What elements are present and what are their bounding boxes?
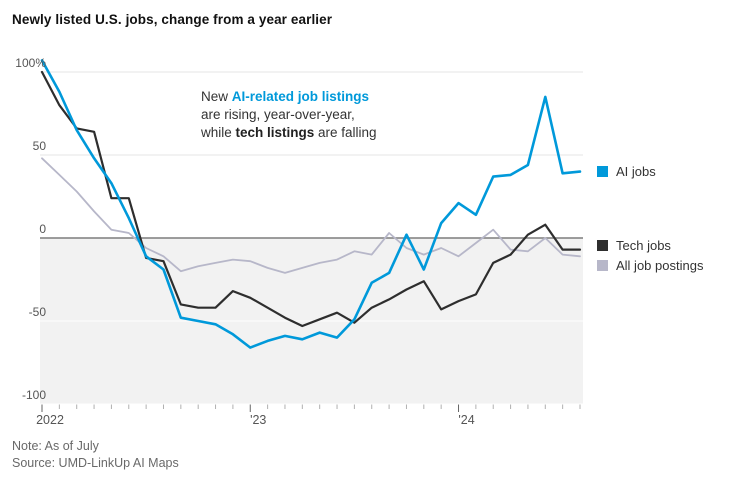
legend-label-tech-jobs: Tech jobs (616, 238, 671, 253)
y-tick-label-50: 50 (32, 139, 46, 153)
y-tick-label-0: 0 (39, 222, 46, 236)
y-tick-label--50: -50 (28, 305, 46, 319)
x-tick-label-2022: 2022 (36, 413, 64, 427)
note-source-block: Note: As of July Source: UMD-LinkUp AI M… (12, 438, 179, 472)
ai-jobs-line (40, 59, 582, 349)
annotation-tech-highlight: tech listings (235, 125, 315, 140)
legend-label-ai-jobs: AI jobs (616, 164, 656, 179)
chart-note: Note: As of July (12, 439, 99, 453)
y-tick-label-100: 100% (15, 56, 46, 70)
annotation-line-2: are rising, year-over-year, (201, 107, 355, 122)
annotation-line-3: while tech listings are falling (201, 125, 377, 140)
chart-annotation: New AI-related job listings are rising, … (201, 88, 377, 142)
annotation-ai-highlight: AI-related job listings (231, 89, 370, 104)
legend-item-ai-jobs: AI jobs (597, 164, 656, 179)
ai-jobs-swatch (597, 166, 608, 177)
chart-source: Source: UMD-LinkUp AI Maps (12, 456, 179, 470)
legend-item-tech-jobs: Tech jobs (597, 238, 671, 253)
x-tick-label-23: '23 (250, 413, 267, 427)
all-job-postings-line (41, 157, 581, 274)
y-tick-label--100: -100 (21, 388, 46, 402)
annotation-line-1: New AI-related job listings (201, 89, 370, 104)
legend-label-all-postings: All job postings (616, 258, 704, 273)
chart-title: Newly listed U.S. jobs, change from a ye… (12, 12, 333, 27)
all-postings-swatch (597, 260, 608, 271)
x-tick-label-24: '24 (458, 413, 475, 427)
tech-jobs-line (40, 70, 582, 328)
legend-item-all-postings: All job postings (597, 258, 703, 273)
tech-jobs-swatch (597, 240, 608, 251)
